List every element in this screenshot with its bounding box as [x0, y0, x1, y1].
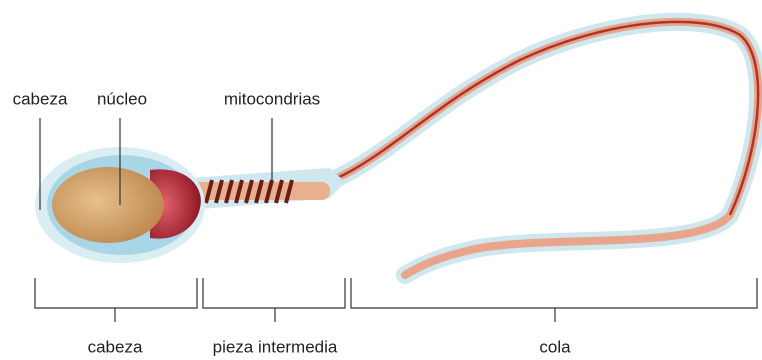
- label-nucleus: núcleo: [97, 89, 147, 108]
- label-head: cabeza: [13, 89, 68, 108]
- label-midpiece-section: pieza intermedia: [213, 337, 338, 356]
- brackets: [35, 278, 757, 322]
- nucleus: [52, 167, 164, 243]
- sperm-cell: [35, 22, 758, 275]
- label-tail-section: cola: [539, 337, 571, 356]
- sperm-diagram: cabeza núcleo mitocondrias cabeza pieza …: [0, 0, 762, 360]
- label-head-section: cabeza: [88, 337, 143, 356]
- label-mitochondria: mitocondrias: [224, 89, 320, 108]
